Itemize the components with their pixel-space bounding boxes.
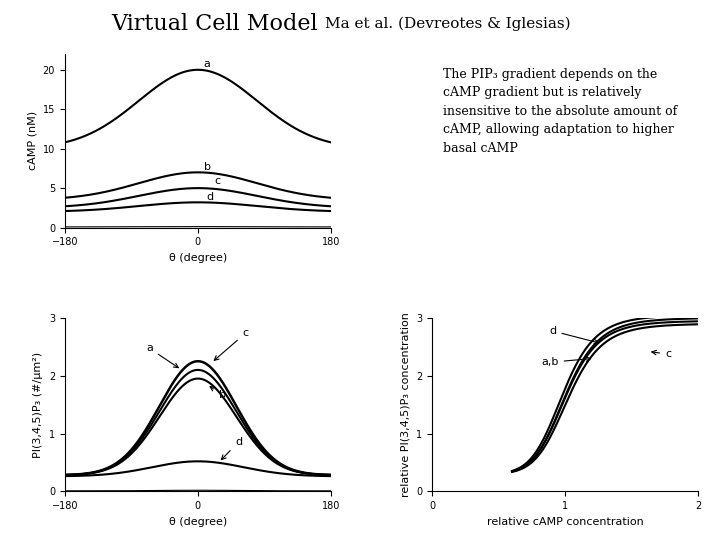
Text: c: c — [652, 349, 671, 359]
Text: b: b — [204, 162, 211, 172]
Text: The PIP₃ gradient depends on the
cAMP gradient but is relatively
insensitive to : The PIP₃ gradient depends on the cAMP gr… — [443, 68, 677, 155]
X-axis label: θ (degree): θ (degree) — [168, 517, 227, 526]
Y-axis label: PI(3,4,5)P₃ (#/μm²): PI(3,4,5)P₃ (#/μm²) — [33, 352, 43, 458]
Y-axis label: relative PI(3,4,5)P₃ concentration: relative PI(3,4,5)P₃ concentration — [400, 312, 410, 497]
X-axis label: relative cAMP concentration: relative cAMP concentration — [487, 517, 644, 526]
X-axis label: θ (degree): θ (degree) — [168, 253, 227, 263]
Text: c: c — [215, 328, 248, 360]
Text: a: a — [146, 343, 179, 368]
Text: Ma et al. (Devreotes & Iglesias): Ma et al. (Devreotes & Iglesias) — [325, 17, 571, 31]
Text: a,b: a,b — [541, 357, 590, 367]
Y-axis label: cAMP (nM): cAMP (nM) — [27, 111, 37, 170]
Text: Virtual Cell Model Ma et al. (Devreotes & Iglesias): Virtual Cell Model Ma et al. (Devreotes … — [343, 19, 377, 21]
Text: b: b — [210, 387, 225, 400]
Text: d: d — [222, 437, 242, 460]
Text: a: a — [204, 59, 211, 70]
Text: c: c — [214, 176, 220, 186]
Text: d: d — [207, 192, 214, 202]
Text: Virtual Cell Model: Virtual Cell Model — [112, 14, 325, 35]
Text: d: d — [549, 326, 598, 344]
